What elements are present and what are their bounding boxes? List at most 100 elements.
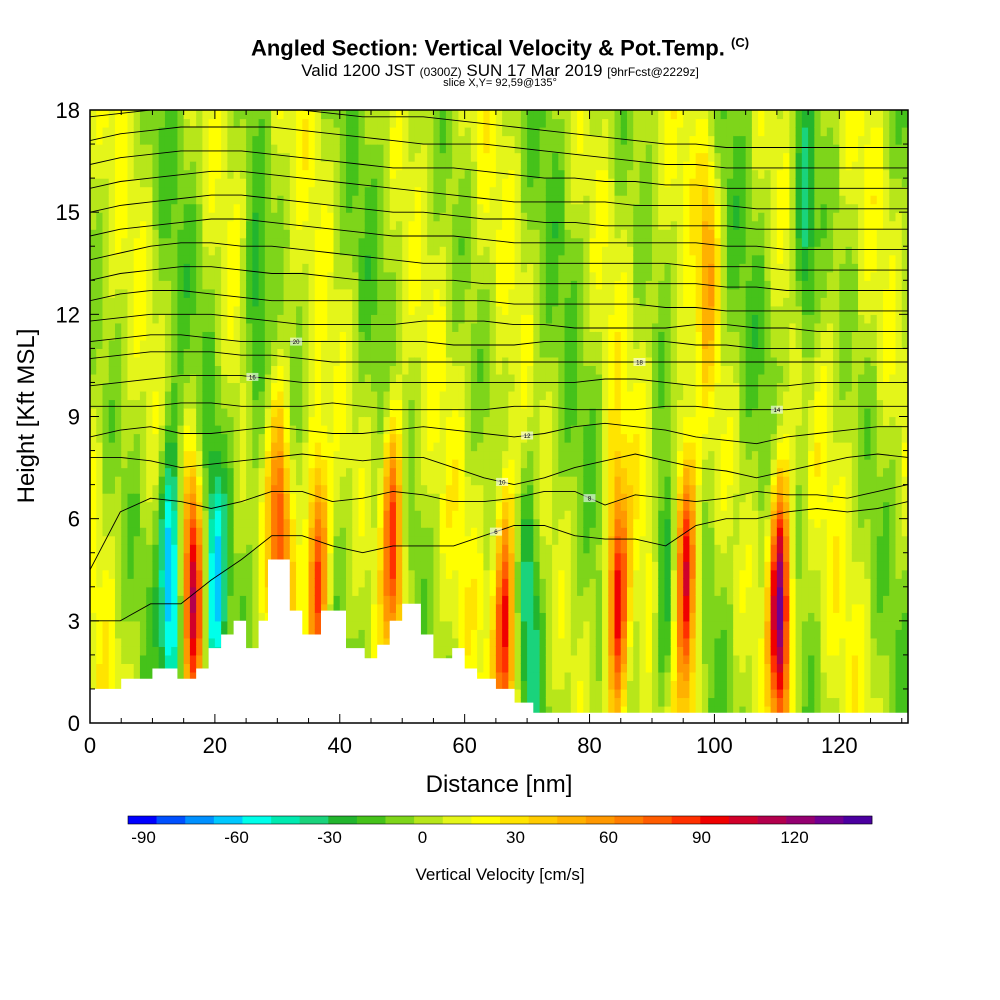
velocity-cell [389,169,397,179]
velocity-cell [408,501,416,511]
velocity-cell [364,144,372,154]
velocity-cell [502,271,509,281]
velocity-cell [214,331,222,341]
velocity-cell [321,305,328,315]
velocity-cell [302,390,310,401]
velocity-cell [221,416,228,426]
velocity-cell [321,246,328,256]
velocity-cell [395,237,403,247]
velocity-cell [296,186,303,196]
velocity-cell [246,476,253,486]
velocity-cell [483,510,491,520]
velocity-cell [445,195,453,205]
velocity-cell [108,169,116,179]
velocity-cell [102,399,110,409]
velocity-cell [152,493,160,503]
velocity-cell [358,382,366,392]
velocity-cell [514,127,522,137]
velocity-cell [477,569,484,579]
velocity-cell [439,195,447,205]
velocity-cell [445,407,453,418]
velocity-cell [164,203,172,213]
velocity-cell [108,552,116,562]
velocity-cell [395,390,403,401]
velocity-cell [208,510,216,520]
velocity-cell [271,178,278,188]
velocity-cell [420,586,428,596]
velocity-cell [127,450,135,460]
velocity-cell [395,348,403,358]
velocity-cell [127,356,135,367]
velocity-cell [202,595,210,605]
velocity-cell [171,425,179,435]
velocity-cell [452,237,460,247]
velocity-cell [383,178,391,188]
velocity-cell [408,527,416,537]
velocity-cell [314,331,322,341]
velocity-cell [96,646,104,656]
velocity-cell [196,484,203,494]
velocity-cell [314,280,322,290]
velocity-cell [183,339,191,349]
velocity-cell [227,348,235,358]
velocity-cell [402,331,410,341]
velocity-cell [358,110,366,120]
velocity-cell [458,612,466,622]
velocity-cell [90,314,97,324]
velocity-cell [114,637,122,647]
velocity-cell [377,535,385,545]
velocity-cell [283,518,291,528]
velocity-cell [271,527,278,537]
velocity-cell [420,518,428,528]
velocity-cell [508,382,516,392]
velocity-cell [108,144,116,154]
velocity-cell [439,578,447,588]
velocity-cell [146,399,154,409]
velocity-cell [352,510,360,520]
velocity-cell [208,493,216,503]
velocity-cell [495,186,503,196]
velocity-cell [252,578,260,588]
velocity-cell [102,501,110,511]
velocity-cell [152,348,160,358]
velocity-cell [171,356,179,367]
velocity-cell [339,390,347,401]
velocity-cell [508,195,516,205]
velocity-cell [502,671,509,682]
velocity-cell [408,484,416,494]
velocity-cell [364,544,372,554]
velocity-cell [452,212,460,222]
velocity-cell [208,254,216,264]
velocity-cell [489,620,497,630]
velocity-cell [158,305,166,315]
velocity-cell [427,348,435,358]
velocity-cell [321,433,328,443]
velocity-cell [283,467,291,477]
velocity-cell [477,433,484,443]
velocity-cell [158,484,166,494]
velocity-cell [221,629,228,639]
velocity-cell [333,510,341,520]
velocity-cell [427,152,435,162]
velocity-cell [302,144,310,154]
velocity-cell [264,288,272,298]
velocity-cell [177,246,185,256]
velocity-cell [352,297,360,307]
velocity-cell [370,442,378,452]
velocity-cell [127,535,135,545]
velocity-cell [483,178,491,188]
velocity-cell [183,297,191,307]
velocity-cell [377,416,385,426]
velocity-cell [277,518,285,528]
velocity-cell [420,186,428,196]
velocity-cell [395,203,403,213]
velocity-cell [139,237,147,247]
velocity-cell [402,373,410,384]
velocity-cell [152,271,160,281]
velocity-cell [514,697,522,707]
velocity-cell [439,552,447,562]
velocity-cell [90,144,97,154]
velocity-cell [133,186,141,196]
velocity-cell [171,118,179,128]
velocity-cell [514,110,522,120]
